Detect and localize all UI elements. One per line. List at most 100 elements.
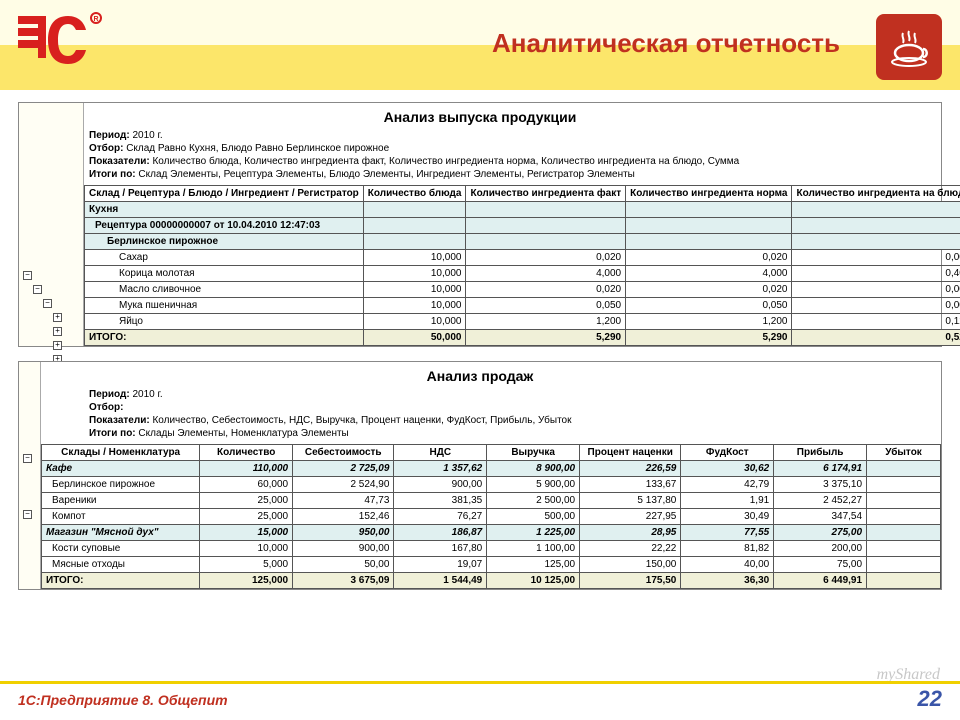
cell-value: 2 452,27 [774,493,867,509]
meta-value: 2010 г. [132,389,162,400]
expand-icon[interactable]: + [53,341,62,350]
cell-value: 1,91 [681,493,774,509]
table-row: Кости суповые10,000900,00167,801 100,002… [42,541,941,557]
cell-value: 1 225,00 [487,525,580,541]
cell-value: 5,000 [200,557,293,573]
meta-row: Итоги по: Склад Элементы, Рецептура Элем… [19,168,941,181]
collapse-icon[interactable]: − [43,299,52,308]
cell-value: 77,55 [681,525,774,541]
cell-value: 5 900,00 [487,477,580,493]
table-row: Мясные отходы5,00050,0019,07125,00150,00… [42,557,941,573]
meta-label: Отбор: [89,402,123,413]
cell-value [867,477,941,493]
cell-value: 900,00 [394,477,487,493]
cell-value [626,218,792,234]
cell-value: 2 500,00 [487,493,580,509]
cell-value: 25,000 [200,493,293,509]
column-header: Количество блюда [363,186,466,202]
report-sales: −− Анализ продаж Период: 2010 г. Отбор: … [18,361,942,590]
cell-value [867,461,941,477]
table-row: Берлинское пирожное60,0002 524,90900,005… [42,477,941,493]
table-row: Яйцо10,0001,2001,2000,1202,03 [85,314,960,330]
cell-value: 0,020 [626,250,792,266]
cell-value: 227,95 [580,509,681,525]
column-header: Количество ингредиента на блюдо [792,186,960,202]
cell-value [867,509,941,525]
cell-value: 5,290 [626,330,792,346]
cell-value: 3 675,09 [293,573,394,589]
cell-value [867,493,941,509]
row-label: Берлинское пирожное [42,477,200,493]
cell-value: 22,22 [580,541,681,557]
collapse-icon[interactable]: − [23,271,32,280]
cell-value: 1,200 [626,314,792,330]
cell-value: 19,07 [394,557,487,573]
cell-value: 4,000 [626,266,792,282]
meta-row: Отбор: Склад Равно Кухня, Блюдо Равно Бе… [19,142,941,155]
cell-value: 0,020 [626,282,792,298]
collapse-icon[interactable]: − [23,510,32,519]
row-label: Корица молотая [85,266,364,282]
cell-value [792,202,960,218]
cell-value: 175,50 [580,573,681,589]
cell-value [867,573,941,589]
cell-value: 10,000 [200,541,293,557]
footer: 1С:Предприятие 8. Общепит 22 [0,681,960,720]
table-row: Берлинское пирожное39,65 [85,234,960,250]
column-header: Количество [200,445,293,461]
cell-value: 0,400 [792,266,960,282]
column-header: Прибыль [774,445,867,461]
cell-value: 10 125,00 [487,573,580,589]
logo-1c: R [18,8,108,77]
cell-value: 0,020 [466,282,626,298]
cell-value: 0,050 [626,298,792,314]
table-row: ИТОГО:125,0003 675,091 544,4910 125,0017… [42,573,941,589]
collapse-icon[interactable]: − [33,285,42,294]
meta-label: Период: [89,130,130,141]
cell-value: 8 900,00 [487,461,580,477]
cell-value: 125,00 [487,557,580,573]
cell-value: 75,00 [774,557,867,573]
cell-value [466,218,626,234]
cell-value [626,234,792,250]
cell-value: 76,27 [394,509,487,525]
row-label: Магазин "Мясной дух" [42,525,200,541]
tree-gutter: −−−+++++ [19,103,84,346]
cell-value: 125,000 [200,573,293,589]
table-row: Компот25,000152,4676,27500,00227,9530,49… [42,509,941,525]
row-label: Сахар [85,250,364,266]
column-header: Выручка [487,445,580,461]
meta-label: Показатели: [89,415,150,426]
report-production: −−−+++++ Анализ выпуска продукции Период… [18,102,942,347]
expand-icon[interactable]: + [53,327,62,336]
meta-row: Показатели: Количество, Себестоимость, Н… [19,414,941,427]
cell-value [867,541,941,557]
cell-value: 47,73 [293,493,394,509]
row-label: Масло сливочное [85,282,364,298]
row-label: Компот [42,509,200,525]
app-badge-icon [876,14,942,80]
cell-value: 28,95 [580,525,681,541]
cell-value: 226,59 [580,461,681,477]
cell-value: 50,000 [363,330,466,346]
cell-value: 275,00 [774,525,867,541]
cell-value: 167,80 [394,541,487,557]
cell-value: 10,000 [363,250,466,266]
cell-value: 5 137,80 [580,493,681,509]
meta-label: Период: [89,389,130,400]
row-label: Кухня [85,202,364,218]
cell-value [867,557,941,573]
cell-value: 6 449,91 [774,573,867,589]
table-row: Магазин "Мясной дух"15,000950,00186,871 … [42,525,941,541]
column-header: НДС [394,445,487,461]
cell-value [626,202,792,218]
slide-header: R Аналитическая отчетность [0,0,960,90]
cell-value: 3 375,10 [774,477,867,493]
collapse-icon[interactable]: − [23,454,32,463]
meta-value: Склад Элементы, Рецептура Элементы, Блюд… [138,169,634,180]
cell-value: 900,00 [293,541,394,557]
cell-value: 0,020 [466,250,626,266]
cell-value: 381,35 [394,493,487,509]
table-row: Кафе110,0002 725,091 357,628 900,00226,5… [42,461,941,477]
expand-icon[interactable]: + [53,313,62,322]
